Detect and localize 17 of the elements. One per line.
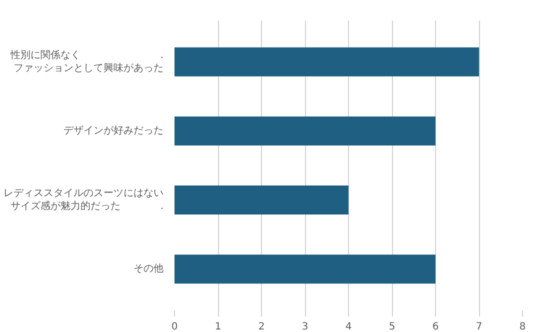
y-tick-label: その他: [134, 262, 164, 275]
x-tick-label: 8: [519, 322, 526, 332]
bar: [174, 186, 348, 215]
bar: [174, 254, 436, 284]
x-tick-label: 4: [345, 322, 352, 332]
x-tick-label: 0: [171, 322, 178, 332]
bar: [174, 116, 436, 146]
x-tick-label: 1: [214, 322, 222, 332]
x-tick-label: 6: [432, 322, 439, 332]
x-tick-label: 2: [258, 322, 265, 332]
x-tick-label: 3: [302, 322, 308, 332]
bar: [174, 47, 479, 76]
x-tick-label: 7: [476, 322, 482, 332]
x-tick-label: 5: [388, 322, 396, 332]
y-tick-label: 性別に関係なく .ファッションとして興味があった: [9, 48, 164, 74]
y-tick-label: デザインが好みだった: [64, 125, 164, 136]
y-tick-label: レディススタイルのスーツにはないサイズ感が魅力的だった .: [4, 188, 164, 212]
